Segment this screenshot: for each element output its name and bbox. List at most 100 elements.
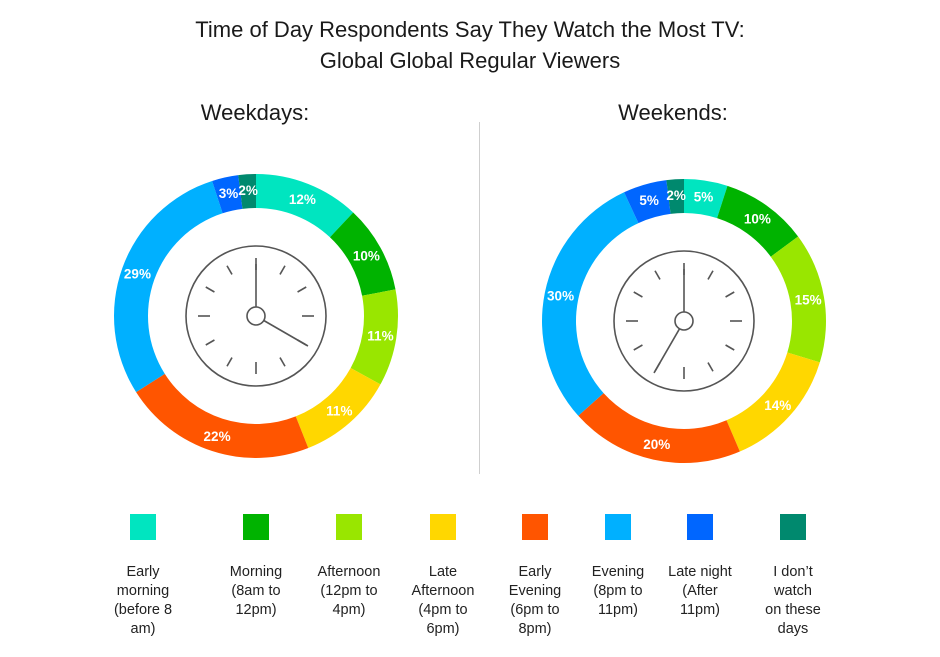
weekdays-slice-6 [114, 180, 223, 393]
legend-label-line: 11pm) [679, 602, 721, 618]
legend-swatch [130, 514, 156, 540]
weekdays-slice-5 [136, 373, 309, 458]
legend-label-line: Evening [508, 583, 562, 599]
weekdays-clock-tick [226, 357, 233, 367]
weekdays-clock-icon [185, 245, 327, 387]
weekends-clock-tick [633, 291, 643, 298]
legend-label-line: Evening [591, 564, 645, 580]
weekends-clock-face [613, 250, 755, 392]
weekdays-clock-tick [226, 265, 233, 275]
legend-item: Early morning (before 8 am) [95, 514, 191, 639]
legend-label-line: Late night [668, 564, 732, 580]
legend-label: Late Afternoon (4pm to 6pm) [395, 563, 491, 639]
weekdays-slice-1 [256, 174, 354, 238]
weekends-slice-5 [578, 393, 740, 463]
legend-label-line: (6pm to [510, 602, 560, 618]
weekends-clock-tick [725, 291, 735, 298]
legend-item: Evening (8pm to 11pm) [570, 514, 666, 620]
chart-title-line-1: Time of Day Respondents Say They Watch t… [195, 17, 745, 42]
weekdays-clock-face [185, 245, 327, 387]
legend-item: Late Afternoon (4pm to 6pm) [395, 514, 491, 639]
weekends-clock-tick [707, 270, 714, 280]
chart-title-line-2: Global Global Regular Viewers [319, 48, 621, 73]
weekends-donut: 5% 10% 15% 14% 20% 30% 5% 2% [542, 179, 826, 463]
weekends-slice-2 [717, 185, 799, 257]
legend-swatch [430, 514, 456, 540]
legend-item: I don’t watch on these days [745, 514, 841, 639]
legend-label-line: Afternoon [317, 564, 381, 580]
weekdays-clock-hour-hand [263, 319, 309, 347]
legend-label-line: (4pm to [418, 602, 468, 618]
legend-label-line: (before 8 [113, 602, 173, 618]
weekdays-donut: 12% 10% 11% 11% 22% 29% 3% 2% [114, 174, 398, 458]
weekends-slice-label-6: 30% [547, 289, 574, 304]
legend-label-line: 4pm) [332, 602, 366, 618]
weekdays-clock-tick [279, 357, 286, 367]
weekends-clock-hour-hand [653, 328, 681, 374]
weekends-slice-label-3: 15% [795, 293, 822, 308]
legend-label-line: 8pm) [518, 621, 552, 637]
legend-swatch [522, 514, 548, 540]
legend-label-line: Early [518, 564, 552, 580]
chart-divider [479, 122, 480, 474]
weekdays-slice-label-6: 29% [124, 266, 151, 281]
legend-label-line: (After [682, 583, 718, 599]
legend-swatch [336, 514, 362, 540]
legend-label-line: watch [774, 583, 812, 599]
weekends-slice-7 [624, 180, 671, 224]
legend-label-line: (12pm to [320, 583, 378, 599]
weekdays-clock-tick [205, 286, 215, 293]
legend-label-line: am) [130, 621, 156, 637]
donut-charts: 12%10%11%11%22%29%3% 2% 5%10%15%14%20%30%5… [114, 174, 826, 463]
legend-swatch [780, 514, 806, 540]
legend-label-line: days [777, 621, 809, 637]
weekdays-slice-label-8: 2% [238, 183, 258, 198]
legend-label: Early Evening (6pm to 8pm) [487, 563, 583, 639]
weekends-slice-label-8: 2% [666, 188, 686, 203]
legend-label: Afternoon (12pm to 4pm) [301, 563, 397, 620]
legend-label-line: on these [765, 602, 821, 618]
legend-label: Morning (8am to 12pm) [208, 563, 304, 620]
weekdays-slice-4 [295, 368, 381, 449]
weekends-slice-1 [684, 179, 728, 219]
weekends-slice-label-1: 5% [694, 190, 714, 205]
legend-label-line: (8am to [231, 583, 281, 599]
weekdays-slice-8 [238, 174, 256, 209]
weekends-clock-tick [654, 270, 661, 280]
weekdays-clock-tick [205, 339, 215, 346]
legend-swatch [243, 514, 269, 540]
weekdays-clock-center [246, 306, 266, 326]
weekdays-slice-label-7: 3% [219, 186, 239, 201]
legend-label: Evening (8pm to 11pm) [570, 563, 666, 620]
weekends-slice-4 [726, 352, 820, 452]
legend-item: Late night (After 11pm) [652, 514, 748, 620]
weekends-slice-label-4: 14% [764, 398, 791, 413]
legend-label-line: 6pm) [426, 621, 460, 637]
weekdays-slice-7 [212, 175, 243, 214]
legend-item: Early Evening (6pm to 8pm) [487, 514, 583, 639]
weekends-slice-label-2: 10% [744, 212, 771, 227]
legend-label-line: morning [116, 583, 170, 599]
legend-label-line: 11pm) [597, 602, 639, 618]
weekdays-heading: Weekdays: [200, 100, 310, 125]
legend-label: Early morning (before 8 am) [95, 563, 191, 639]
weekends-slice-8 [666, 179, 684, 214]
legend-label: Late night (After 11pm) [652, 563, 748, 620]
weekdays-slice-label-4: 11% [326, 404, 352, 419]
legend-item: Afternoon (12pm to 4pm) [301, 514, 397, 620]
weekdays-clock-tick [297, 286, 307, 293]
legend-label-line: (8pm to [593, 583, 643, 599]
weekdays-slice-3 [350, 289, 398, 385]
chart-title: Time of Day Respondents Say They Watch t… [0, 14, 940, 76]
legend-label-line: Afternoon [411, 583, 475, 599]
weekends-heading: Weekends: [618, 100, 728, 125]
weekends-slice-label-5: 20% [643, 437, 670, 452]
legend-item: Morning (8am to 12pm) [208, 514, 304, 620]
weekends-slice-3 [770, 236, 826, 363]
weekdays-slice-2 [329, 212, 396, 296]
legend-label-line: 12pm) [235, 602, 277, 618]
weekends-slice-label-7: 5% [639, 193, 659, 208]
weekends-clock-center [674, 311, 694, 331]
weekdays-clock-tick [279, 265, 286, 275]
legend-label-line: I don’t [773, 564, 813, 580]
